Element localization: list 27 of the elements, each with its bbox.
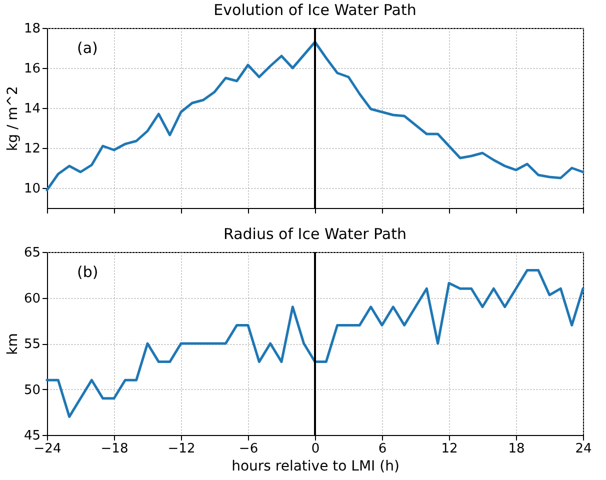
x-tick-label: 18 [508,442,525,456]
x-tick-label: −12 [168,442,196,456]
x-tick-label: 12 [441,442,458,456]
x-tick-label: −6 [238,442,258,456]
x-axis-title: hours relative to LMI (h) [232,458,400,474]
chart-title: Evolution of Ice Water Path [214,1,416,19]
y-tick-label: 50 [24,382,40,398]
x-tick-label: −18 [100,442,128,456]
y-tick-label: 55 [24,337,40,352]
y-tick-label: 45 [24,428,40,444]
y-axis-title: kg / m^2 [4,86,21,151]
annotation: (b) [77,263,98,281]
line-series [46,40,584,192]
x-tick-label: 0 [311,442,320,456]
y-tick-label: 10 [24,182,40,196]
y-tick-label: 60 [24,291,40,306]
x-tick-label: 24 [575,442,592,456]
annotation: (a) [77,39,98,57]
y-tick-label: 14 [24,102,40,116]
x-tick-label: 6 [378,442,387,456]
y-tick-label: 65 [24,246,40,260]
y-axis-title: km [4,333,21,355]
chart-title: Radius of Ice Water Path [223,225,407,243]
x-tick-label: −24 [34,442,62,456]
y-tick-label: 12 [24,142,40,156]
y-tick-label: 18 [24,22,40,36]
y-tick-label: 16 [24,62,40,76]
